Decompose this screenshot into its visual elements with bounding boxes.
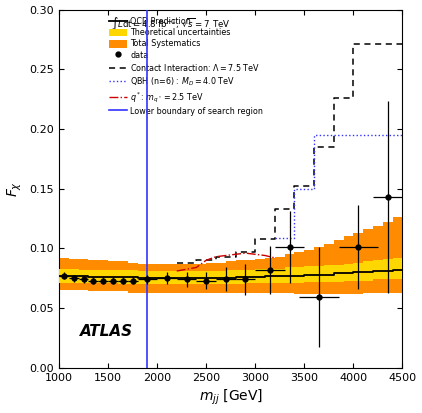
Y-axis label: $F_\chi$: $F_\chi$ — [5, 180, 24, 197]
X-axis label: $m_{jj}$ [GeV]: $m_{jj}$ [GeV] — [199, 388, 263, 408]
Legend: QCD Prediction, Theoretical uncertainties, Total Systematics, data, Contact Inte: QCD Prediction, Theoretical uncertaintie… — [108, 15, 265, 117]
Text: ATLAS: ATLAS — [80, 324, 133, 339]
Text: $\int L\mathrm{dt} = 4.8\ \mathrm{fb}^{-1}$, $\sqrt{s}=7\ \mathrm{TeV}$: $\int L\mathrm{dt} = 4.8\ \mathrm{fb}^{-… — [111, 15, 230, 32]
